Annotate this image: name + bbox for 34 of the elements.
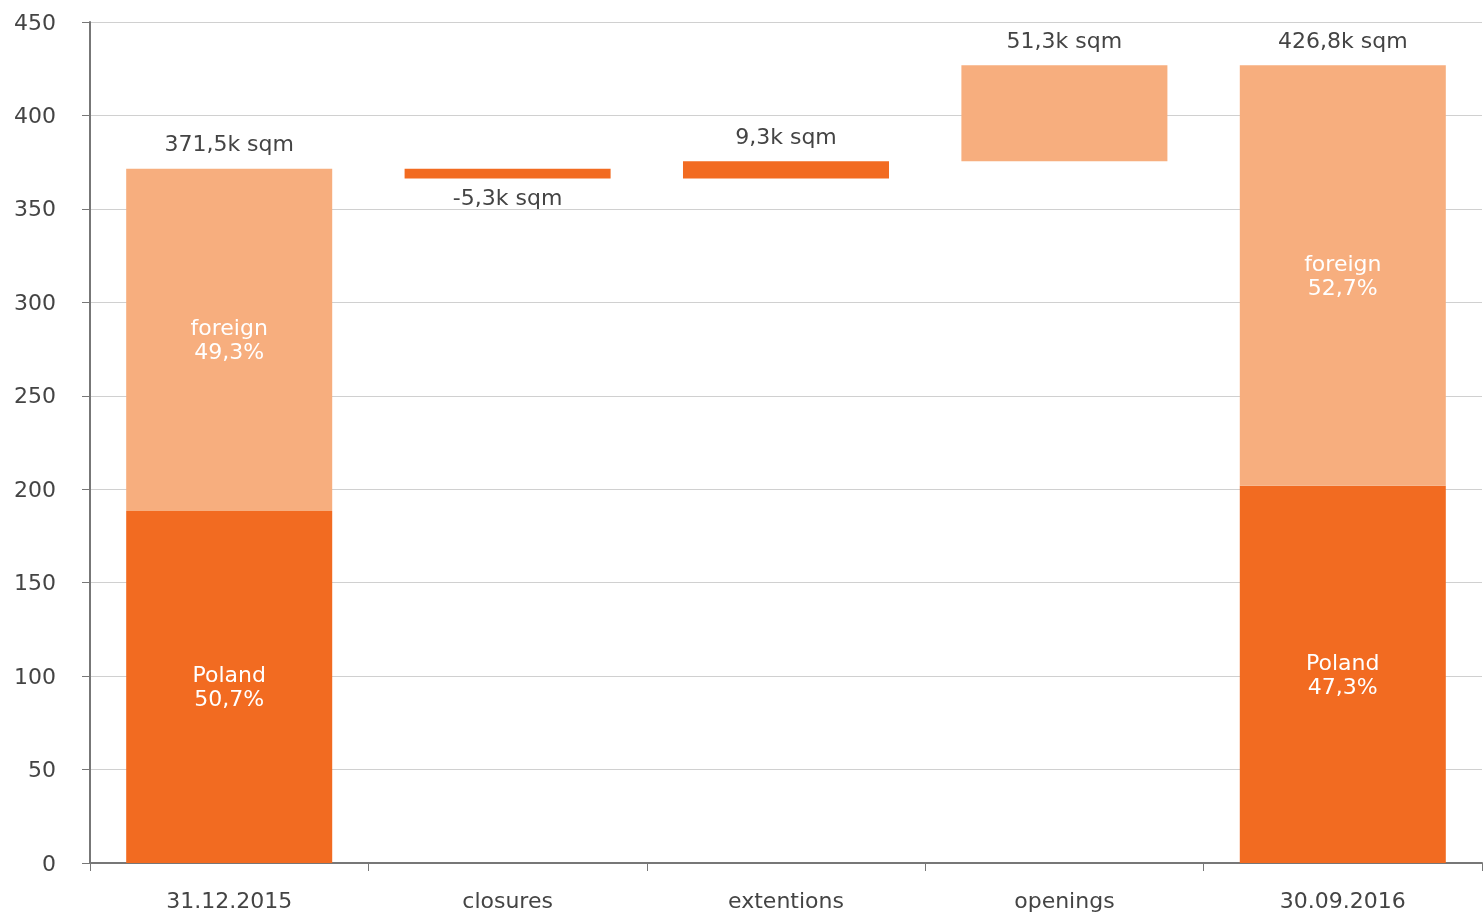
- x-tick-label: 30.09.2016: [1279, 887, 1406, 913]
- annotation: 50,7%: [194, 686, 265, 712]
- bar: [404, 168, 611, 179]
- bar: [1239, 485, 1446, 863]
- y-tick-label: 450: [14, 9, 56, 35]
- y-tick-label: 250: [14, 383, 56, 409]
- total-label: 426,8k sqm: [1278, 27, 1408, 53]
- y-tick-label: 150: [14, 570, 56, 596]
- bar: [126, 510, 333, 863]
- x-tick-label: openings: [1014, 887, 1115, 913]
- annotation: 47,3%: [1307, 673, 1378, 699]
- data-label: -5,3k sqm: [452, 185, 563, 211]
- series-label: Poland: [192, 662, 266, 688]
- y-tick-label: 400: [14, 102, 56, 128]
- x-tick-label: 31.12.2015: [166, 887, 293, 913]
- y-tick-label: 300: [14, 289, 56, 315]
- x-tick-label: extentions: [728, 887, 844, 913]
- annotation: 49,3%: [194, 339, 265, 365]
- data-label: 9,3k sqm: [735, 123, 837, 149]
- x-tick-label: closures: [462, 887, 553, 913]
- annotation: 52,7%: [1307, 275, 1378, 301]
- text: Poland: [1306, 649, 1380, 675]
- bar: [682, 161, 890, 179]
- y-tick-label: 50: [28, 757, 56, 783]
- y-tick-label: 350: [14, 196, 56, 222]
- y-tick-label: 0: [42, 850, 56, 876]
- series-label: foreign: [1304, 251, 1382, 277]
- total-label: 371,5k sqm: [164, 131, 294, 157]
- y-tick-label: 200: [14, 476, 56, 502]
- data-label: 51,3k sqm: [1006, 27, 1123, 53]
- bar: [126, 168, 333, 511]
- y-tick-label: 100: [14, 663, 56, 689]
- text: foreign: [190, 315, 268, 341]
- bar: [1239, 65, 1446, 486]
